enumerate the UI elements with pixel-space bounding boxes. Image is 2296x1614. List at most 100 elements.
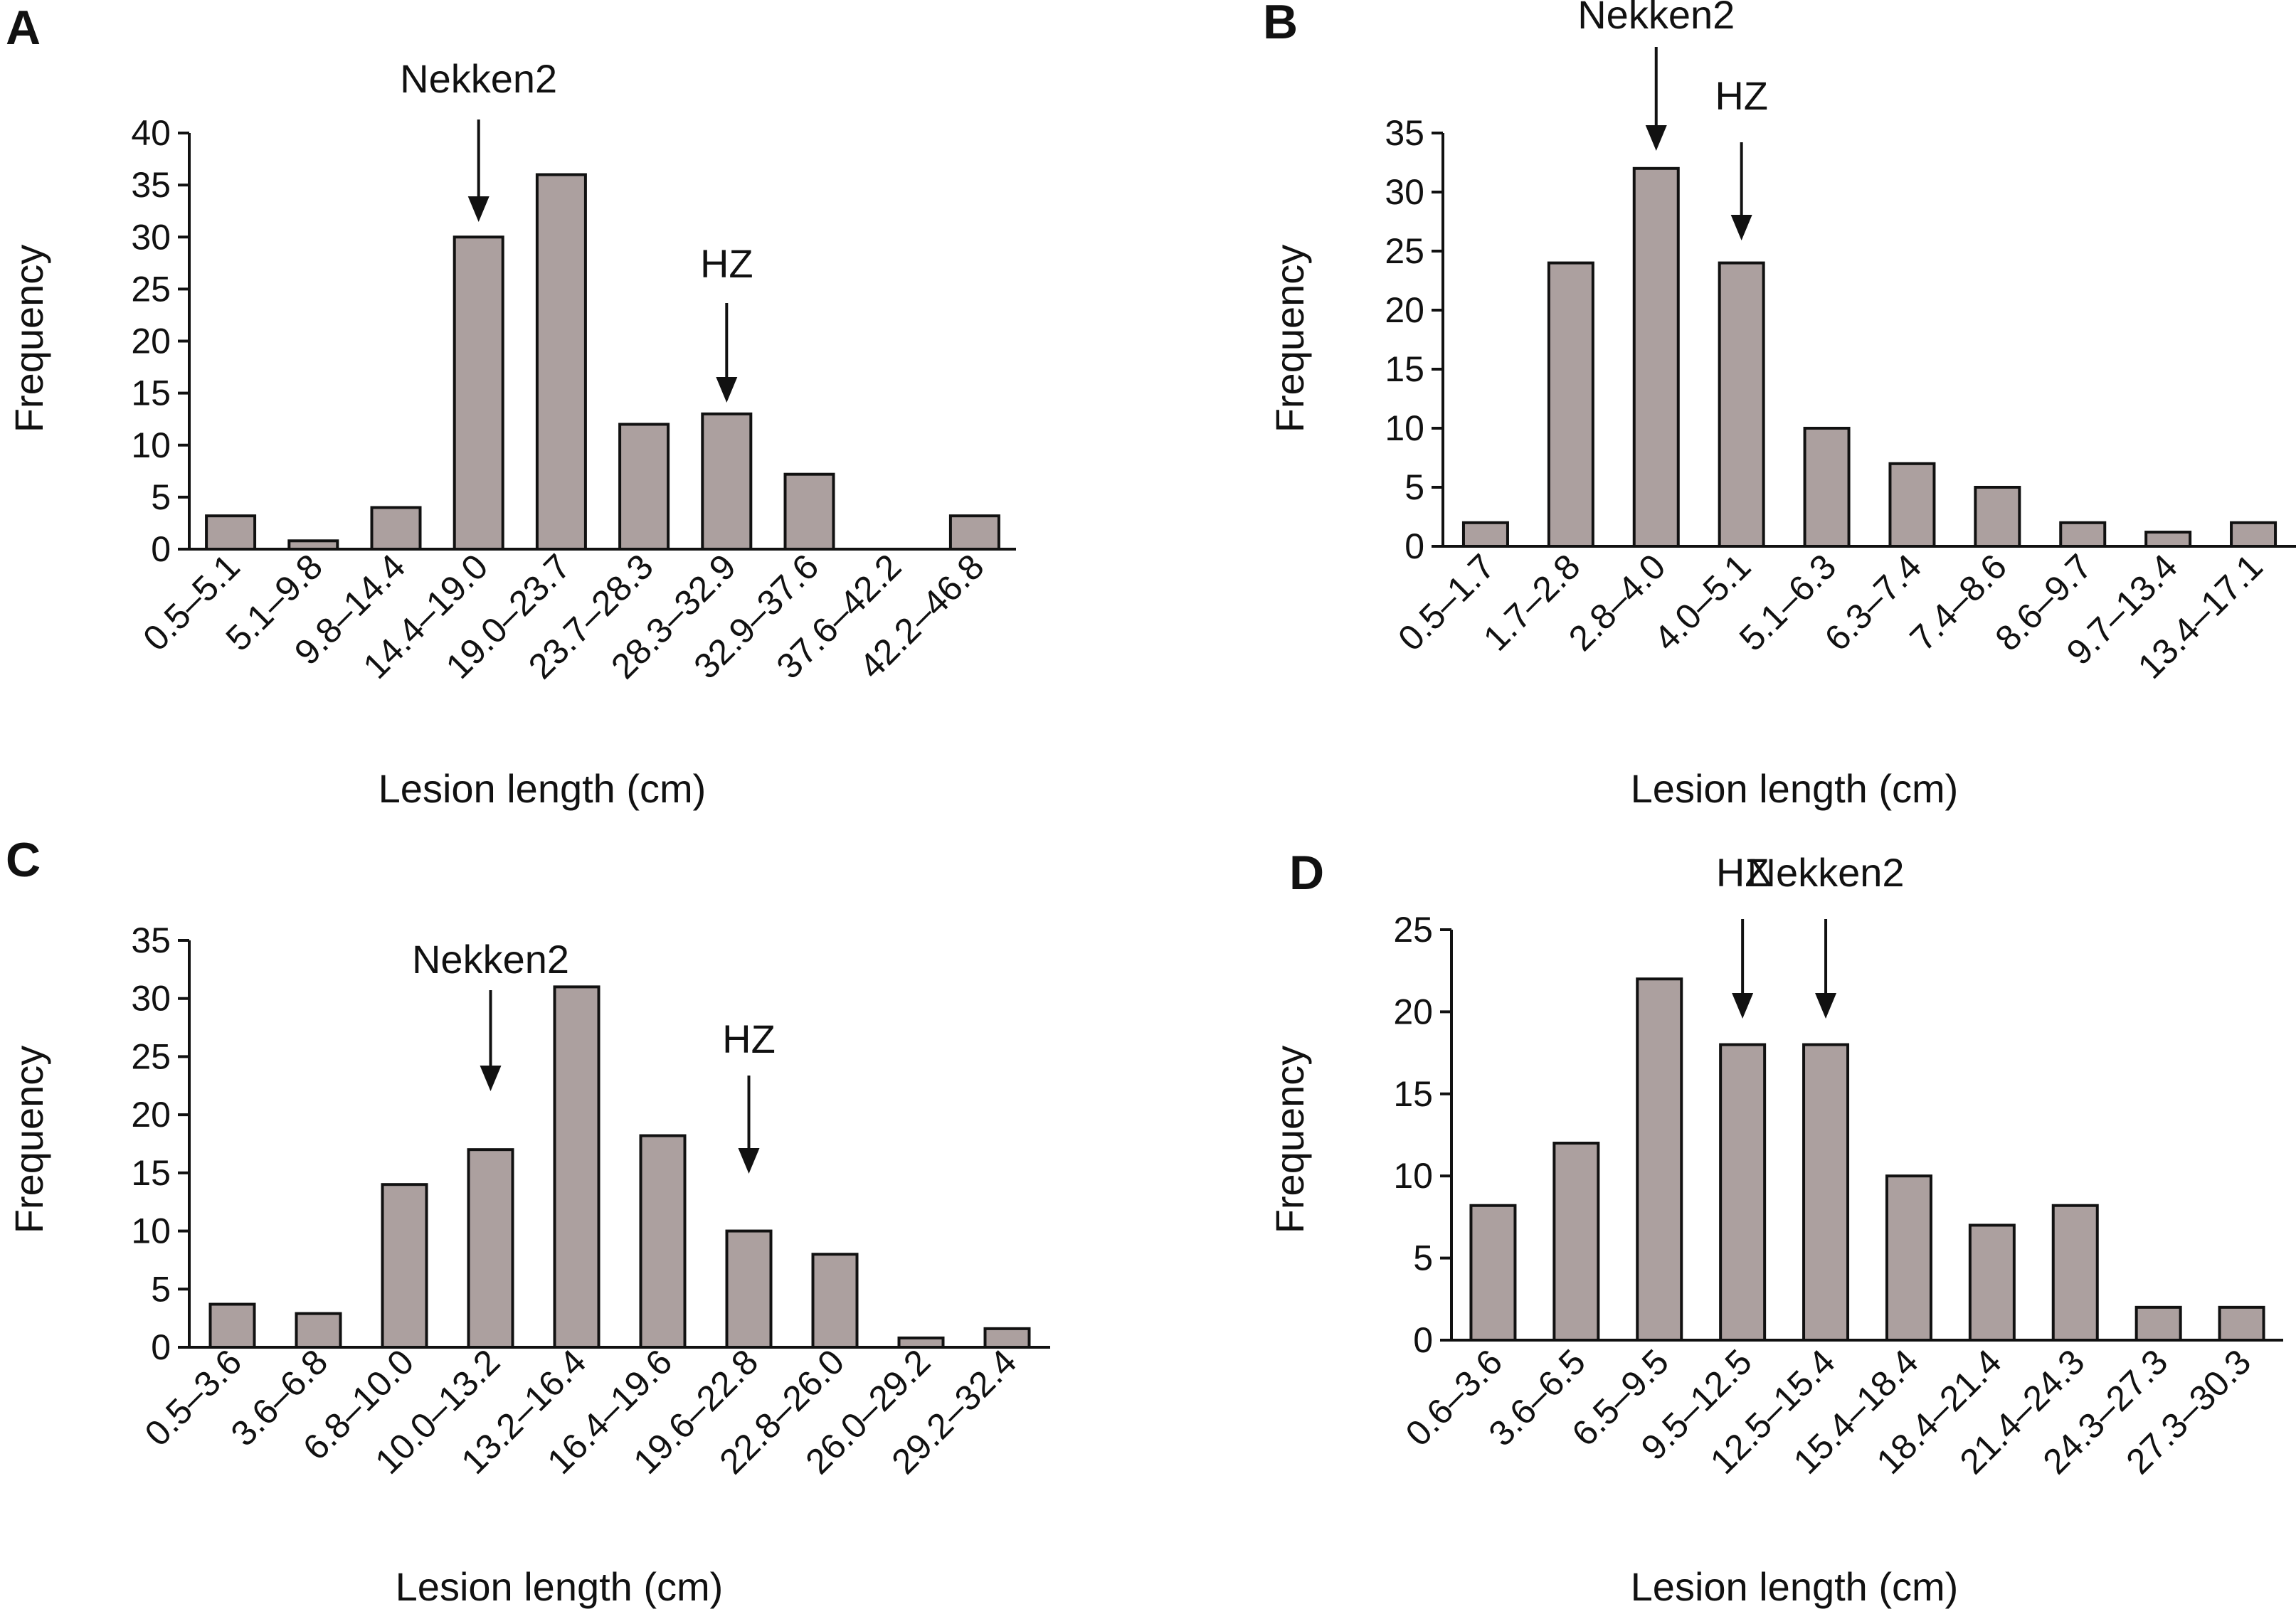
bar-2 [295,1312,342,1349]
bar-10 [2218,1305,2265,1342]
y-tick-label: 15 [1385,349,1424,389]
y-tick-label: 10 [131,1211,171,1251]
y-tick-label: 5 [151,1269,171,1309]
bar-1 [208,1302,256,1349]
bar-6 [618,423,670,551]
bar-8 [2059,521,2107,548]
x-axis-title: Lesion length (cm) [396,1564,724,1609]
y-tick-label: 25 [1385,231,1424,271]
y-tick-label: 20 [131,1095,171,1135]
y-tick-label: 20 [1385,290,1424,330]
annotation-label: HZ [1715,73,1768,118]
bar-4 [453,235,504,551]
annotation-arrow-head-icon [738,1148,760,1174]
bar-4 [1718,261,1765,548]
bar-8 [783,472,835,551]
y-tick-label: 0 [151,529,171,569]
bar-7 [725,1229,773,1349]
y-tick-label: 40 [131,113,171,153]
y-tick-label: 15 [131,1153,171,1193]
y-tick-label: 0 [151,1327,171,1367]
y-tick-label: 5 [151,477,171,517]
bar-3 [381,1183,428,1349]
bar-9 [2144,531,2192,548]
annotation-label: Nekken2 [412,937,569,982]
y-tick-label: 20 [131,322,171,361]
bar-4 [1719,1043,1767,1342]
chart-panel-a: A05101520253035400.5–5.15.1–9.89.8–14.41… [6,1,1016,811]
y-tick-label: 30 [131,979,171,1019]
bar-5 [1802,1043,1850,1342]
bar-1 [205,514,257,551]
bar-4 [467,1148,514,1349]
x-category-label: 1.7–2.8 [1476,546,1588,659]
annotation-label: HZ [722,1016,776,1061]
annotation-label: Nekken2 [1577,0,1735,37]
x-category-label: 2.8–4.0 [1561,546,1673,659]
bar-6 [1885,1174,1932,1342]
bar-3 [1636,977,1683,1342]
y-tick-label: 35 [131,165,171,205]
x-category-label: 4.0–5.1 [1646,546,1759,659]
y-tick-label: 30 [131,217,171,257]
chart-panel-b: B051015202530350.5–1.71.7–2.82.8–4.04.0–… [1263,0,2296,811]
annotation-label: Nekken2 [400,56,557,101]
annotation-arrow-head-icon [716,377,738,403]
y-tick-label: 10 [131,425,171,465]
bar-7 [1974,486,2021,548]
annotation-label: HZ [1716,850,1769,895]
y-tick-label: 5 [1404,467,1424,507]
y-axis-title: Frequency [6,1046,51,1234]
x-category-label: 5.1–6.3 [1732,546,1844,659]
annotation-arrow-head-icon [1645,125,1667,151]
x-category-label: 6.3–7.4 [1817,546,1930,659]
bar-1 [1461,521,1509,548]
y-tick-label: 25 [131,269,171,309]
y-tick-label: 30 [1385,172,1424,212]
y-tick-label: 15 [1393,1074,1433,1114]
bar-8 [2051,1204,2099,1342]
panel-letter: B [1263,0,1298,49]
y-tick-label: 0 [1413,1320,1433,1360]
bar-7 [1968,1223,2016,1342]
y-tick-label: 0 [1404,526,1424,566]
y-tick-label: 10 [1393,1156,1433,1196]
annotation-label: Nekken2 [1747,850,1905,895]
x-category-label: 7.4–8.6 [1903,546,2015,659]
y-tick-label: 5 [1413,1238,1433,1278]
annotation-arrow-head-icon [1732,993,1754,1019]
y-tick-label: 25 [1393,910,1433,950]
bar-5 [1803,427,1851,548]
bar-6 [1888,462,1936,548]
bar-3 [370,506,422,551]
bar-10 [983,1327,1031,1349]
annotation-arrow-head-icon [480,1066,502,1091]
bar-7 [701,412,753,551]
y-tick-label: 25 [131,1036,171,1076]
y-tick-label: 20 [1393,992,1433,1031]
bar-8 [811,1253,859,1349]
bar-5 [535,173,587,551]
y-axis-title: Frequency [6,245,51,433]
bar-3 [1632,166,1680,548]
y-tick-label: 10 [1385,408,1424,448]
y-tick-label: 35 [1385,113,1424,153]
bar-10 [2230,521,2278,548]
chart-panel-c: C051015202530350.5–3.63.6–6.86.8–10.010.… [6,833,1050,1609]
x-axis-title: Lesion length (cm) [1631,766,1959,811]
panel-letter: A [6,1,41,55]
y-axis-title: Frequency [1267,245,1312,433]
bar-6 [639,1134,687,1349]
panel-letter: D [1289,846,1324,900]
bar-9 [2134,1305,2182,1342]
bar-2 [1552,1142,1600,1342]
x-axis-title: Lesion length (cm) [379,766,707,811]
annotation-arrow-head-icon [1730,215,1752,240]
x-axis-title: Lesion length (cm) [1631,1564,1959,1609]
annotation-arrow-head-icon [467,196,490,222]
annotation-arrow-head-icon [1815,993,1837,1019]
bar-5 [553,985,601,1349]
annotation-label: HZ [700,241,753,286]
bar-1 [1469,1204,1517,1342]
